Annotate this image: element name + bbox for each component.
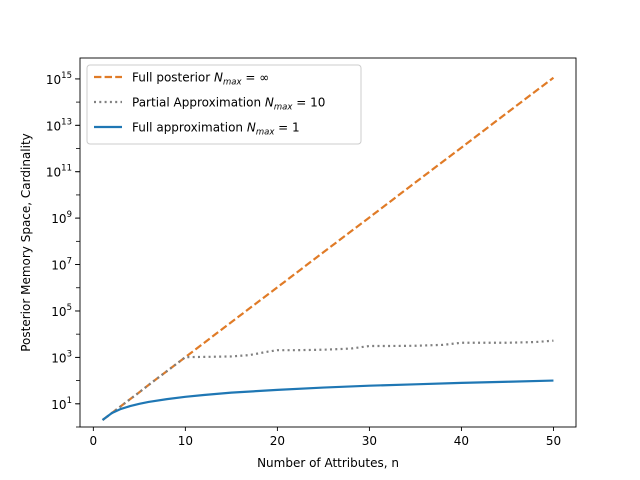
y-axis-label: Posterior Memory Space, Cardinality	[19, 133, 33, 352]
x-tick-label: 40	[454, 434, 469, 448]
plot-frame	[79, 57, 577, 428]
y-tick-label: 101	[51, 396, 72, 412]
x-tick-label: 0	[90, 434, 98, 448]
legend-entry: Full approximation Nmax = 1	[132, 121, 300, 138]
y-tick-label: 109	[51, 210, 72, 226]
x-tick-label: 10	[178, 434, 193, 448]
series-line-2	[101, 339, 554, 421]
x-tick-label: 30	[362, 434, 377, 448]
y-tick-label: 1013	[46, 117, 72, 133]
series-line-3	[101, 379, 554, 421]
y-axis: 101 103 105 107 109 1011 1013 1015	[46, 71, 80, 428]
legend-entry: Partial Approximation Nmax = 10	[132, 96, 325, 113]
legend-entry: Full posterior Nmax = ∞	[132, 71, 269, 88]
y-tick-label: 107	[51, 257, 72, 273]
y-tick-label: 1015	[46, 71, 72, 87]
series-layer	[101, 76, 555, 421]
x-axis-label: Number of Attributes, n	[257, 456, 399, 470]
y-tick-label: 103	[51, 349, 72, 365]
x-tick-label: 50	[546, 434, 561, 448]
y-tick-label: 1011	[46, 164, 72, 180]
legend: Full posterior Nmax = ∞ Partial Approxima…	[86, 64, 362, 145]
x-axis: 0 10 20 30 40 50	[90, 427, 561, 448]
y-tick-label: 105	[51, 303, 72, 319]
legend-box	[86, 64, 362, 145]
x-tick-label: 20	[270, 434, 285, 448]
